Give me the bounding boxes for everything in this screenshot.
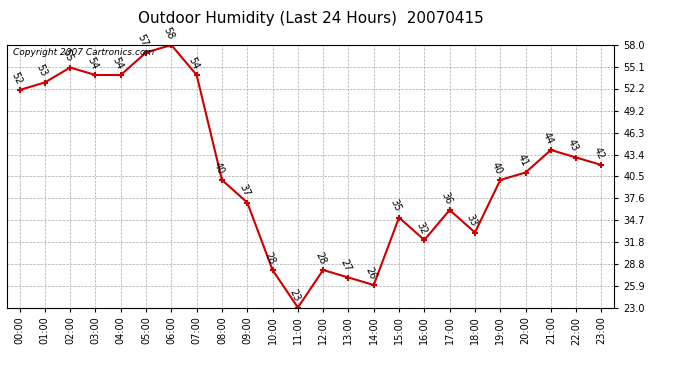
Text: 37: 37 (237, 183, 251, 198)
Text: Copyright 2007 Cartronics.com: Copyright 2007 Cartronics.com (13, 48, 155, 57)
Text: 43: 43 (566, 138, 580, 153)
Text: 27: 27 (338, 258, 353, 273)
Text: 54: 54 (186, 56, 201, 71)
Text: 57: 57 (136, 33, 150, 48)
Text: 28: 28 (262, 251, 277, 266)
Text: 58: 58 (161, 26, 175, 41)
Text: 26: 26 (364, 266, 378, 281)
Text: Outdoor Humidity (Last 24 Hours)  20070415: Outdoor Humidity (Last 24 Hours) 2007041… (137, 11, 484, 26)
Text: 54: 54 (110, 56, 125, 71)
Text: 52: 52 (10, 70, 23, 86)
Text: 53: 53 (34, 63, 49, 78)
Text: 23: 23 (288, 288, 302, 303)
Text: 33: 33 (465, 213, 479, 228)
Text: 28: 28 (313, 251, 327, 266)
Text: 40: 40 (212, 160, 226, 176)
Text: 32: 32 (414, 220, 428, 236)
Text: 40: 40 (490, 160, 504, 176)
Text: 54: 54 (86, 56, 99, 71)
Text: 55: 55 (60, 48, 75, 63)
Text: 42: 42 (591, 146, 606, 161)
Text: 41: 41 (515, 153, 530, 168)
Text: 36: 36 (440, 190, 454, 206)
Text: 35: 35 (389, 198, 403, 213)
Text: 44: 44 (541, 130, 555, 146)
